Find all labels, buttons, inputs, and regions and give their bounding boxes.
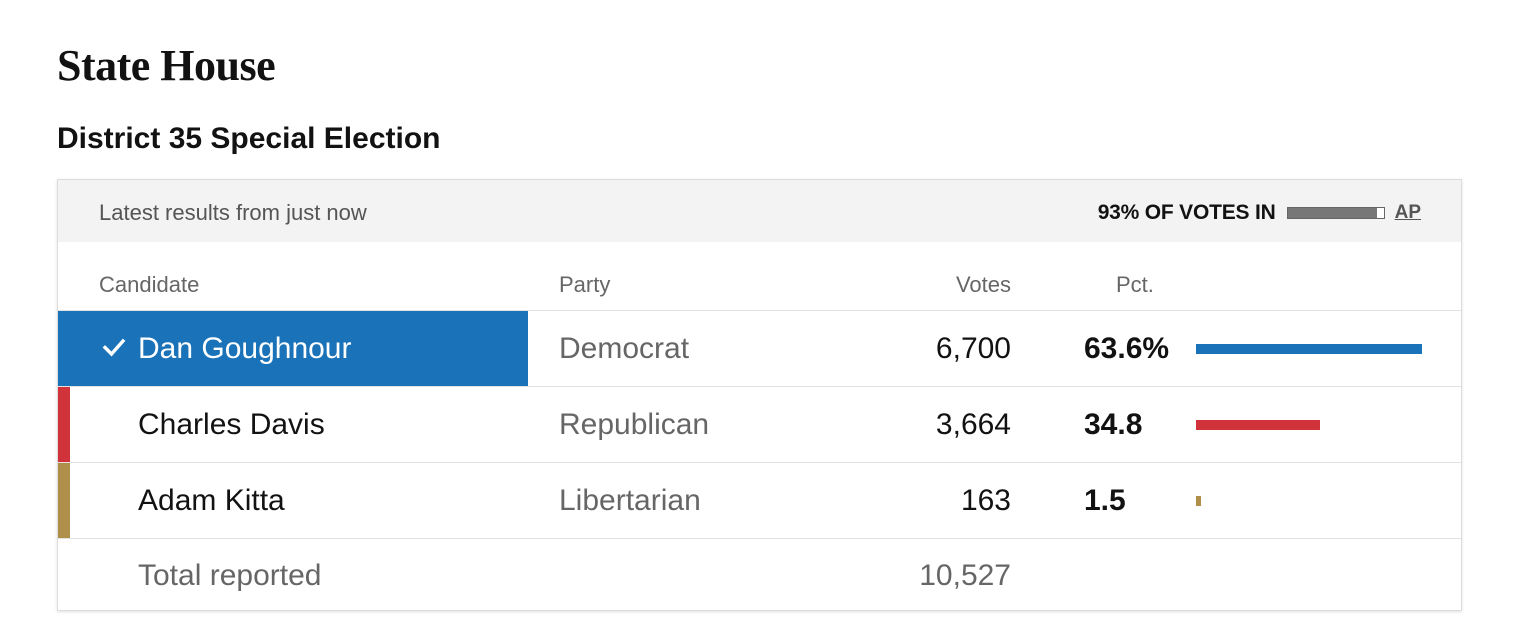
pct-bar (1196, 344, 1422, 354)
party-color-strip (58, 463, 70, 538)
ap-source-link[interactable]: AP (1394, 202, 1421, 223)
results-table: Latest results from just now 93% OF VOTE… (57, 179, 1462, 611)
votes-in-text: 93% OF VOTES IN (1097, 201, 1276, 224)
total-votes: 10,527 (919, 558, 1011, 592)
reporting-progress-fill (1287, 208, 1377, 218)
last-updated-text: Latest results from just now (99, 200, 367, 225)
candidate-votes: 3,664 (935, 407, 1011, 441)
total-label: Total reported (138, 558, 322, 592)
candidate-name: Dan Goughnour (138, 331, 352, 365)
reporting-status: 93% OF VOTES IN AP (1098, 199, 1421, 227)
page-title: State House (57, 41, 276, 90)
candidate-pct: 34.8 (1084, 407, 1143, 441)
reporting-progress-bar (1286, 207, 1385, 219)
candidate-name: Charles Davis (138, 407, 325, 441)
pct-column-header: Pct. (1116, 272, 1154, 297)
votes-column-header: Votes (955, 272, 1011, 297)
pct-bar (1196, 420, 1320, 430)
total-row: Total reported 10,527 (58, 538, 1461, 612)
candidate-party: Libertarian (559, 483, 701, 517)
checkmark-icon (102, 338, 126, 357)
race-title: District 35 Special Election (57, 122, 441, 155)
candidate-row: Adam Kitta Libertarian 163 1.5 (58, 462, 1461, 538)
candidate-pct: 1.5 (1084, 483, 1126, 517)
candidate-row: Charles Davis Republican 3,664 34.8 (58, 386, 1461, 462)
candidate-name: Adam Kitta (138, 483, 285, 517)
candidate-votes: 163 (960, 483, 1011, 517)
winner-highlight (58, 311, 528, 386)
candidate-votes: 6,700 (935, 331, 1011, 365)
candidate-party: Democrat (559, 331, 690, 365)
candidate-pct: 63.6% (1084, 331, 1170, 365)
candidate-party: Republican (559, 407, 710, 441)
pct-bar (1196, 496, 1201, 506)
results-header: Latest results from just now 93% OF VOTE… (58, 180, 1461, 242)
candidate-column-header: Candidate (99, 272, 200, 297)
party-column-header: Party (559, 272, 611, 297)
party-color-strip (58, 387, 70, 462)
candidate-row: Dan Goughnour Democrat 6,700 63.6% (58, 310, 1461, 386)
